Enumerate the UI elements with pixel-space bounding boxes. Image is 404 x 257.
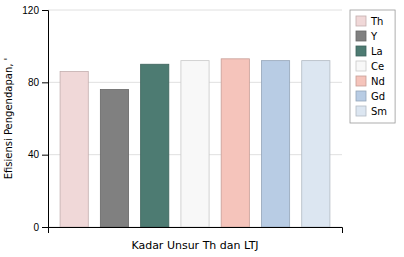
legend-swatch xyxy=(356,91,366,101)
bar xyxy=(221,59,249,227)
legend-swatch xyxy=(356,46,366,56)
bar xyxy=(181,61,209,227)
legend-label: Nd xyxy=(371,76,385,87)
axis-line xyxy=(42,11,49,228)
tick: 40 xyxy=(28,149,48,160)
legend-label: Y xyxy=(370,31,378,42)
tick-label: 80 xyxy=(28,77,40,88)
bar xyxy=(141,64,169,227)
axis-line xyxy=(49,228,343,234)
grid-line xyxy=(48,10,342,11)
legend-label: Ce xyxy=(371,61,384,72)
bar xyxy=(261,61,289,227)
legend-item: Ce xyxy=(356,61,384,72)
tick-mark xyxy=(42,10,48,11)
legend-label: Gd xyxy=(371,91,385,102)
legend: Th Y La Ce Nd Gd Sm xyxy=(350,10,395,123)
tick-mark xyxy=(42,155,48,156)
legend-swatch xyxy=(356,61,366,71)
x-axis xyxy=(49,228,343,234)
bar xyxy=(60,71,88,227)
plot: 0 40 80 120 xyxy=(22,5,342,233)
x-axis-title: Kadar Unsur Th dan LTJ xyxy=(131,239,258,252)
y-axis: 0 40 80 120 xyxy=(22,5,48,233)
tick-label: 0 xyxy=(33,222,39,233)
tick-mark xyxy=(42,82,48,83)
tick-label: 120 xyxy=(22,5,39,16)
grid xyxy=(48,10,342,227)
tick: 80 xyxy=(28,77,48,88)
legend-item: Th xyxy=(356,16,383,27)
legend-item: Y xyxy=(356,31,378,42)
legend-swatch xyxy=(356,31,366,41)
legend-swatch xyxy=(356,76,366,86)
bar xyxy=(302,61,330,227)
legend-label: La xyxy=(371,46,383,57)
legend-item: Gd xyxy=(356,91,385,102)
tick-label: 40 xyxy=(28,149,40,160)
tick-mark xyxy=(42,227,48,228)
bar xyxy=(100,90,128,227)
tick: 0 xyxy=(33,222,48,233)
legend-frame xyxy=(350,10,395,123)
legend-item: La xyxy=(356,46,383,57)
tick: 120 xyxy=(22,5,48,16)
legend-swatch xyxy=(356,106,366,116)
legend-label: Sm xyxy=(371,106,387,117)
bars xyxy=(60,59,330,227)
legend-label: Th xyxy=(370,16,383,27)
y-axis-title: Efisiensi Pengendapan, ' xyxy=(3,58,14,180)
chart: 0 40 80 120 Kadar Unsur Th dan LTJ Efisiensi … xyxy=(0,0,404,257)
legend-item: Sm xyxy=(356,106,387,117)
legend-swatch xyxy=(356,16,366,26)
legend-item: Nd xyxy=(356,76,385,87)
